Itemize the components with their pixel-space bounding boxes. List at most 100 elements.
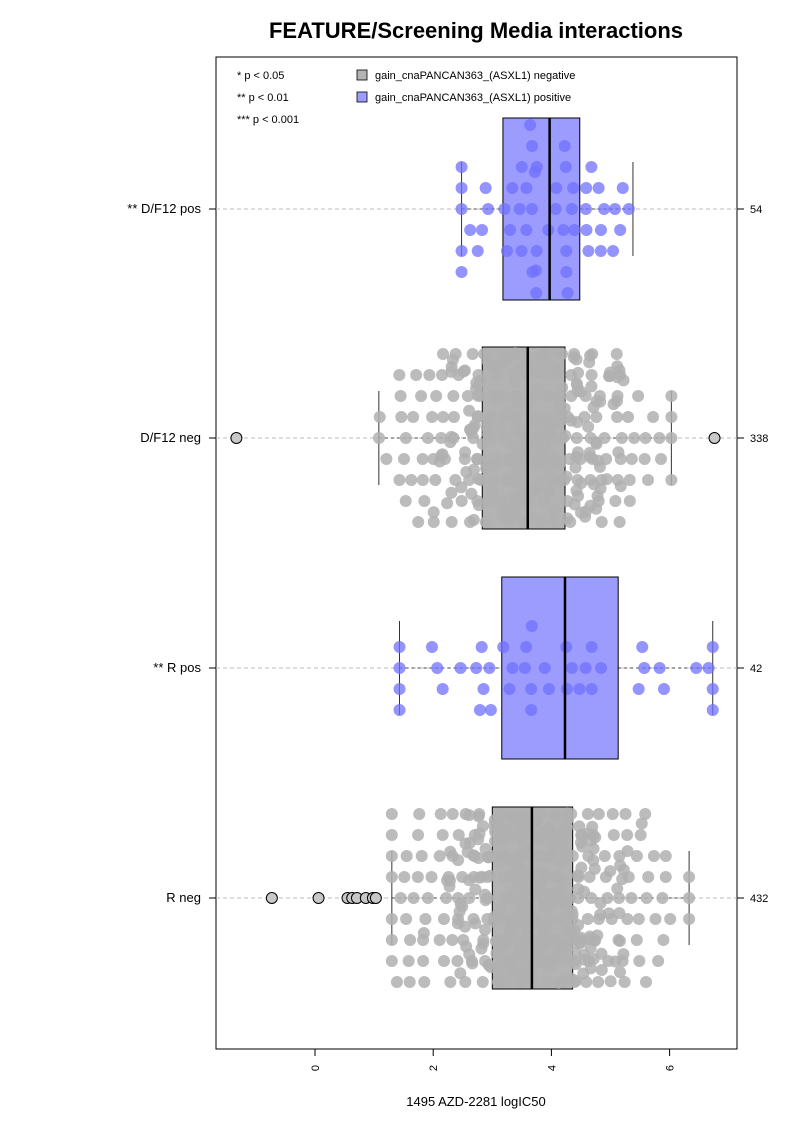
data-point [587, 842, 600, 855]
data-point [426, 411, 439, 423]
x-tick-label-3: 6 [665, 1065, 677, 1071]
data-point [394, 390, 407, 402]
data-point [393, 704, 406, 716]
data-point [412, 829, 425, 841]
data-point [623, 495, 636, 507]
data-point [464, 224, 477, 236]
data-point [380, 453, 393, 465]
group-count-3: 432 [750, 893, 768, 905]
data-point [575, 506, 588, 519]
data-point [488, 459, 501, 472]
data-point [475, 942, 488, 955]
data-point [495, 422, 508, 435]
data-point [683, 892, 696, 904]
data-point [560, 641, 573, 653]
data-point [683, 871, 696, 883]
data-point [628, 432, 641, 444]
data-point [416, 453, 429, 465]
data-point [417, 955, 430, 967]
data-point [642, 871, 655, 883]
data-point [582, 245, 595, 257]
data-point [508, 413, 521, 426]
data-point [595, 516, 608, 528]
data-point [400, 913, 413, 925]
data-point [471, 389, 484, 402]
data-point [466, 348, 479, 360]
data-point [455, 203, 468, 215]
data-point [625, 453, 638, 465]
data-point [482, 958, 495, 971]
data-point [554, 913, 567, 925]
data-point [447, 411, 460, 423]
data-point [527, 416, 540, 429]
data-point [622, 203, 635, 215]
data-point [398, 871, 411, 883]
data-point [565, 414, 578, 427]
data-point [515, 905, 528, 918]
data-point [568, 498, 581, 511]
data-point [513, 203, 526, 215]
data-point [530, 245, 543, 257]
data-point [639, 808, 652, 820]
data-point [587, 854, 600, 867]
data-point [613, 907, 626, 920]
chart-title: FEATURE/Screening Media interactions [269, 18, 683, 43]
data-point [484, 869, 497, 882]
data-point [569, 932, 582, 945]
data-point [579, 662, 592, 674]
data-point [647, 850, 660, 862]
data-point [497, 641, 510, 653]
data-point [609, 955, 622, 968]
data-point [542, 683, 555, 695]
data-point [421, 892, 434, 904]
data-point [573, 683, 586, 695]
data-point [608, 203, 621, 215]
data-point [498, 203, 511, 215]
data-point [538, 662, 551, 674]
data-point [433, 455, 446, 468]
data-point [481, 356, 494, 369]
data-point [561, 941, 574, 954]
data-point [494, 958, 507, 971]
outlier-point-1-0 [230, 432, 243, 444]
data-point [455, 495, 468, 507]
data-point [489, 935, 502, 948]
data-point [482, 428, 495, 441]
x-axis-label: 1495 AZD-2281 logIC50 [406, 1094, 545, 1109]
data-point [558, 822, 571, 835]
data-point [509, 476, 522, 489]
data-point [445, 486, 458, 499]
data-point [393, 474, 406, 486]
data-point [550, 809, 563, 822]
data-point [585, 683, 598, 695]
data-point [494, 855, 507, 868]
data-point [560, 845, 573, 858]
data-point [531, 888, 544, 901]
data-point [400, 850, 413, 862]
data-point [437, 913, 450, 925]
data-point [415, 850, 428, 862]
data-point [664, 913, 677, 925]
data-point [455, 266, 468, 278]
data-point [452, 854, 465, 867]
data-point [598, 203, 611, 215]
data-point [464, 423, 477, 436]
data-point [500, 935, 513, 948]
data-point [579, 203, 592, 215]
group-count-0: 54 [750, 204, 762, 216]
data-point [472, 499, 485, 512]
legend-swatch-0 [356, 69, 368, 81]
data-point [440, 892, 453, 904]
data-point [528, 166, 541, 179]
group-label-0: ** D/F12 pos [127, 201, 201, 216]
data-point [469, 917, 482, 930]
data-point [547, 359, 560, 372]
data-point [594, 908, 607, 921]
data-point [595, 662, 608, 674]
data-point [585, 380, 598, 393]
data-point [592, 454, 605, 467]
data-point [594, 245, 607, 257]
data-point [604, 366, 617, 379]
data-point [517, 821, 530, 834]
